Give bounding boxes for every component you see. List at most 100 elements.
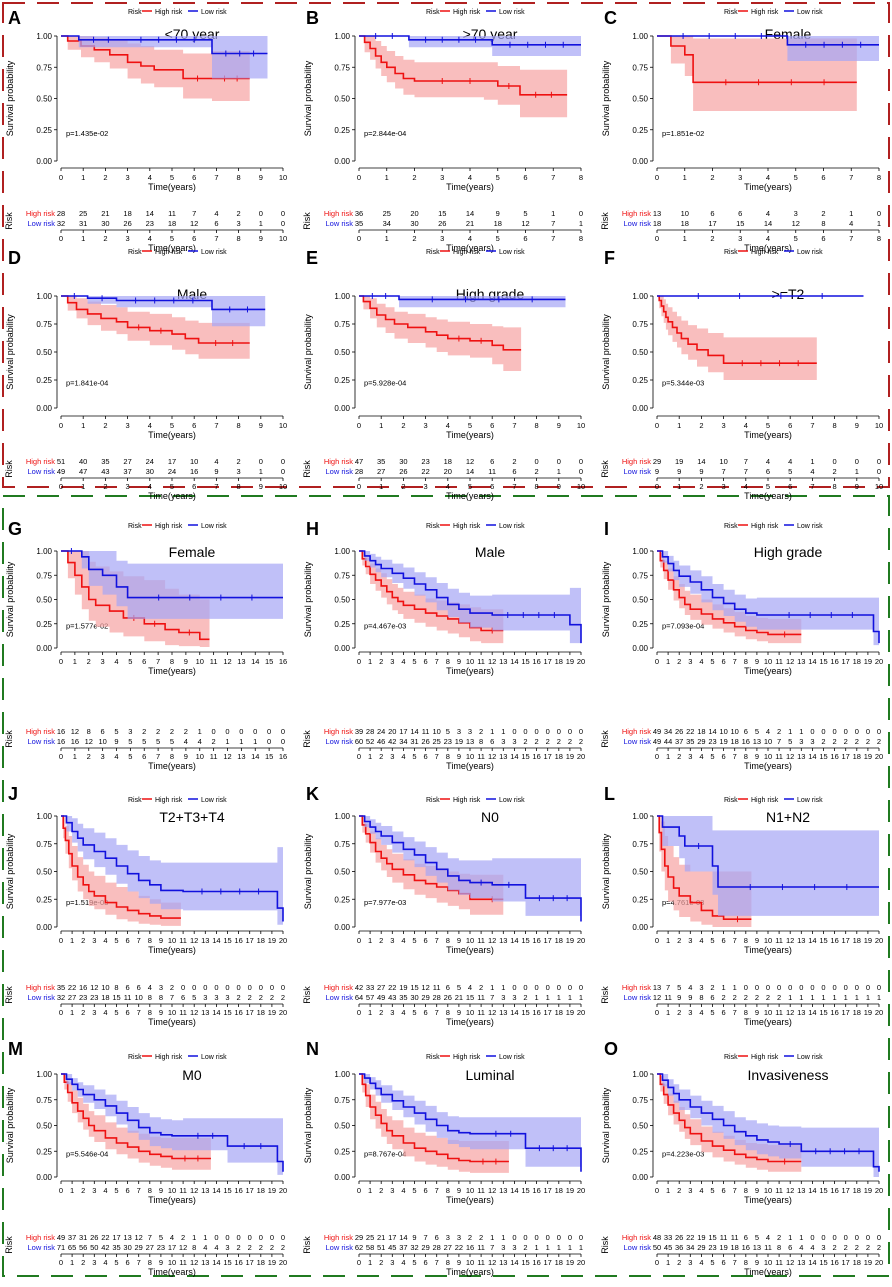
y-tick-label: 0.50 (632, 868, 648, 877)
high-risk-curve (359, 35, 568, 96)
risk-low-count: 37 (123, 467, 131, 476)
risk-x-tick-label: 13 (797, 1258, 805, 1267)
risk-x-tick-label: 7 (435, 1008, 439, 1017)
y-tick-label: 0.25 (334, 126, 350, 135)
x-tick-label: 5 (412, 1186, 416, 1195)
risk-x-tick-label: 7 (435, 752, 439, 761)
risk-x-tick-label: 17 (544, 1258, 552, 1267)
risk-low-count: 9 (214, 467, 218, 476)
y-tick-label: 0.25 (36, 376, 52, 385)
risk-x-tick-label: 12 (190, 1258, 198, 1267)
risk-low-count: 22 (455, 1243, 463, 1252)
risk-low-count: 1 (535, 1243, 539, 1252)
x-tick-label: 0 (59, 1186, 63, 1195)
risk-low-count: 5 (142, 737, 146, 746)
bottom-group-border (2, 495, 890, 1277)
risk-axis-label: Risk (302, 730, 312, 748)
risk-high-count: 22 (388, 983, 396, 992)
y-tick-label: 0.50 (632, 596, 648, 605)
risk-low-count: 65 (68, 1243, 76, 1252)
x-tick-label: 16 (830, 1186, 838, 1195)
p-value: p=8.767e-04 (364, 1149, 406, 1158)
x-tick-label: 10 (466, 936, 474, 945)
risk-high-count: 2 (777, 727, 781, 736)
risk-high-count: 3 (128, 727, 132, 736)
risk-x-tick-label: 4 (148, 234, 152, 243)
risk-x-tick-label: 11 (210, 752, 218, 761)
risk-x-tick-label: 10 (764, 752, 772, 761)
panel-letter: K (306, 784, 319, 804)
risk-high-count: 36 (355, 209, 363, 218)
x-tick-label: 7 (733, 936, 737, 945)
risk-high-count: 0 (281, 983, 285, 992)
x-tick-label: 12 (190, 936, 198, 945)
risk-high-count: 0 (253, 727, 257, 736)
risk-high-count: 2 (237, 457, 241, 466)
risk-x-tick-label: 15 (819, 752, 827, 761)
risk-high-count: 4 (788, 457, 792, 466)
risk-x-tick-label: 5 (710, 1258, 714, 1267)
risk-low-count: 27 (377, 467, 385, 476)
risk-x-tick-label: 15 (521, 1258, 529, 1267)
x-tick-label: 17 (842, 936, 850, 945)
risk-high-count: 0 (281, 1233, 285, 1242)
x-tick-label: 6 (490, 421, 494, 430)
x-tick-label: 6 (192, 173, 196, 182)
legend-low-label: Low risk (499, 523, 525, 530)
x-tick-label: 7 (156, 657, 160, 666)
x-tick-label: 0 (357, 173, 361, 182)
risk-high-count: 24 (377, 727, 385, 736)
risk-low-count: 3 (225, 1243, 229, 1252)
risk-high-count: 26 (675, 727, 683, 736)
legend-title: Risk (724, 9, 738, 16)
y-tick-label: 0.00 (36, 644, 52, 653)
risk-x-tick-label: 7 (733, 752, 737, 761)
risk-high-count: 51 (57, 457, 65, 466)
legend-high-label: High risk (155, 9, 183, 16)
x-tick-label: 3 (126, 173, 130, 182)
panel-letter: L (604, 784, 615, 804)
y-tick-label: 1.00 (36, 32, 52, 41)
risk-x-tick-label: 3 (738, 234, 742, 243)
risk-x-tick-label: 17 (842, 1258, 850, 1267)
x-tick-label: 6 (821, 173, 825, 182)
legend-title: Risk (724, 1054, 738, 1061)
y-tick-label: 0.00 (36, 1173, 52, 1182)
risk-low-count: 14 (764, 219, 772, 228)
risk-low-count: 29 (421, 993, 429, 1002)
x-tick-label: 12 (488, 1186, 496, 1195)
x-tick-label: 4 (699, 657, 703, 666)
risk-high-count: 0 (821, 983, 825, 992)
risk-low-count: 1 (225, 737, 229, 746)
risk-axis-label: Risk (302, 212, 312, 230)
x-tick-label: 15 (223, 1186, 231, 1195)
risk-high-count: 0 (535, 727, 539, 736)
risk-low-count: 4 (203, 1243, 207, 1252)
x-axis-label: Time(years) (148, 666, 196, 676)
legend-title: Risk (426, 9, 440, 16)
risk-high-label: High risk (26, 983, 55, 992)
x-tick-label: 3 (738, 173, 742, 182)
y-tick-label: 0.25 (632, 126, 648, 135)
p-value: p=2.844e-04 (364, 129, 406, 138)
x-tick-label: 12 (786, 936, 794, 945)
risk-low-count: 5 (170, 737, 174, 746)
risk-low-count: 9 (114, 737, 118, 746)
risk-x-tick-label: 19 (566, 752, 574, 761)
x-tick-label: 2 (677, 657, 681, 666)
risk-low-count: 7 (744, 467, 748, 476)
x-tick-label: 15 (819, 657, 827, 666)
risk-x-tick-label: 3 (126, 482, 130, 491)
risk-x-tick-label: 10 (466, 752, 474, 761)
risk-high-count: 40 (79, 457, 87, 466)
p-value: p=1.841e-04 (66, 379, 108, 388)
p-value: p=1.435e-02 (66, 129, 108, 138)
y-tick-label: 0.00 (632, 404, 648, 413)
risk-low-count: 15 (112, 993, 120, 1002)
risk-low-count: 49 (57, 467, 65, 476)
risk-x-tick-label: 10 (466, 1258, 474, 1267)
x-tick-label: 1 (368, 657, 372, 666)
risk-low-label: Low risk (27, 1243, 55, 1252)
risk-x-axis-label: Time(years) (446, 491, 494, 501)
